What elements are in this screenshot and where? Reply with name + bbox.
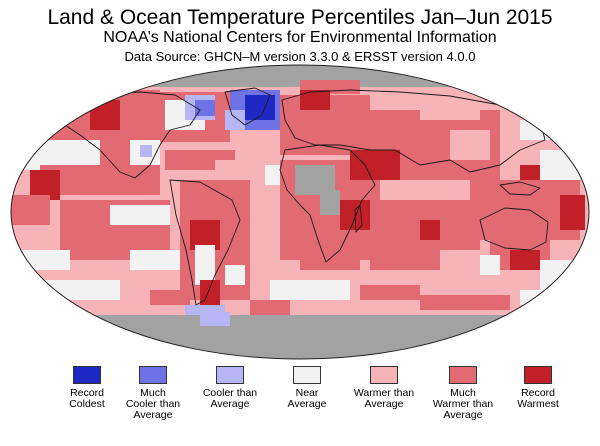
grid-cell-near xyxy=(520,290,589,305)
grid-cell-record-warmest xyxy=(200,280,220,310)
grid-cell-record-warmest xyxy=(350,150,400,180)
legend-swatch xyxy=(524,366,552,384)
grid-cell-record-warmest xyxy=(90,100,120,130)
legend-label: Cooler than Average xyxy=(202,387,258,410)
grid-cell-much-warmer xyxy=(11,195,50,225)
grid-cell-near xyxy=(270,280,350,300)
grid-cell-record-warmest xyxy=(300,90,330,110)
legend-swatch xyxy=(73,366,101,384)
legend-label: Much Warmer than Average xyxy=(432,387,494,421)
grid-cell-record-warmest xyxy=(510,250,540,270)
legend-item-warmer: Warmer than Average xyxy=(344,366,424,410)
grid-cell-near xyxy=(20,250,70,270)
legend-item-cooler: Cooler than Average xyxy=(190,366,270,410)
grid-cell-much-warmer xyxy=(250,300,290,315)
legend-label: Warmer than Average xyxy=(353,387,415,410)
legend-item-much-cooler: Much Cooler than Average xyxy=(113,366,193,421)
map-subtitle: NOAA’s National Centers for Environmenta… xyxy=(103,29,497,46)
grid-cell-near xyxy=(130,250,180,270)
grid-cell-near xyxy=(195,245,215,285)
grid-cell-missing xyxy=(320,190,340,215)
legend-swatch xyxy=(370,366,398,384)
legend-label: Record Coldest xyxy=(69,387,105,410)
grid-cell-much-warmer xyxy=(420,295,510,310)
legend-swatch xyxy=(293,366,321,384)
grid-cell-near xyxy=(520,120,550,140)
map-title: Land & Ocean Temperature Percentiles Jan… xyxy=(47,6,553,29)
continent-outline xyxy=(59,91,201,179)
grid-cell-warmer xyxy=(450,130,490,160)
continent-outline xyxy=(499,181,541,196)
grid-cell-cooler xyxy=(200,312,230,326)
grid-cell-near xyxy=(110,205,170,225)
legend-swatch xyxy=(216,366,244,384)
grid-cell-near xyxy=(20,280,120,300)
grid-cell-warmer xyxy=(420,100,480,120)
legend-item-near: Near Average xyxy=(267,366,347,410)
data-source: Data Source: GHCN–M version 3.3.0 & ERSS… xyxy=(124,49,476,64)
legend-item-record-coldest: Record Coldest xyxy=(47,366,127,410)
continent-outline xyxy=(479,207,549,251)
legend-label: Record Warmest xyxy=(517,387,559,410)
grid-cell-near xyxy=(225,265,245,285)
continent-outline xyxy=(354,204,363,233)
grid-cell-near xyxy=(540,260,580,290)
grid-cell-cooler xyxy=(225,110,245,130)
legend-swatch xyxy=(139,366,167,384)
globe-border xyxy=(10,64,590,360)
legend-label: Much Cooler than Average xyxy=(125,387,181,421)
continent-outlines xyxy=(59,87,549,306)
continent-outline xyxy=(169,179,241,306)
grid-cell-cooler xyxy=(140,145,152,157)
grid-cell-record-warmest xyxy=(560,195,585,230)
legend-item-much-warmer: Much Warmer than Average xyxy=(423,366,503,421)
grid-cell-much-warmer xyxy=(150,290,190,305)
legend-swatch xyxy=(449,366,477,384)
grid-cell-near xyxy=(480,255,500,275)
legend: Record Coldest Much Cooler than Average Co… xyxy=(0,366,600,436)
grid-cell-much-warmer xyxy=(360,285,420,300)
legend-label: Near Average xyxy=(287,387,327,410)
grid-cell-record-warmest xyxy=(420,220,440,240)
grid-cell-much-warmer xyxy=(300,240,360,270)
continent-outline xyxy=(279,144,376,263)
continent-outline xyxy=(224,87,271,126)
grid-cell-much-cooler xyxy=(195,100,215,116)
legend-item-record-warmest: Record Warmest xyxy=(498,366,578,410)
